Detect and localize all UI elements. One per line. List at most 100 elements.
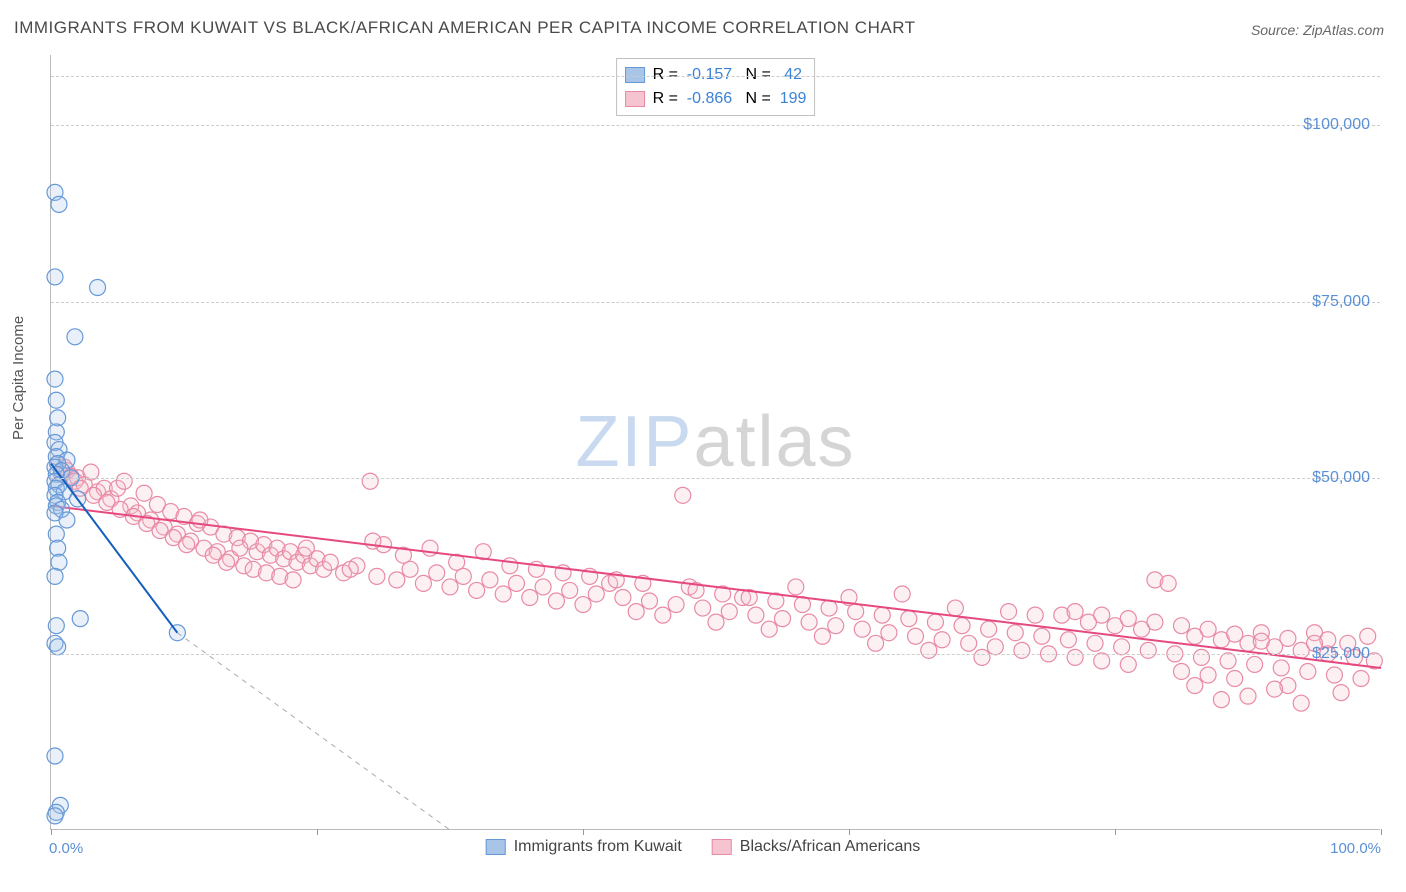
legend-item: Immigrants from Kuwait: [486, 838, 682, 856]
scatter-point: [1227, 626, 1243, 642]
scatter-point: [1174, 618, 1190, 634]
scatter-point: [1240, 688, 1256, 704]
scatter-point: [1147, 614, 1163, 630]
scatter-point: [981, 621, 997, 637]
scatter-point: [442, 579, 458, 595]
gridline: [51, 76, 1380, 77]
scatter-point: [668, 597, 684, 613]
scatter-point: [901, 611, 917, 627]
scatter-point: [522, 590, 538, 606]
legend-label: Immigrants from Kuwait: [514, 838, 682, 856]
scatter-point: [761, 621, 777, 637]
scatter-point: [1200, 667, 1216, 683]
scatter-point: [1034, 628, 1050, 644]
scatter-point: [588, 586, 604, 602]
x-tick-label: 100.0%: [1330, 840, 1381, 857]
chart-title: IMMIGRANTS FROM KUWAIT VS BLACK/AFRICAN …: [14, 18, 916, 38]
scatter-point: [322, 554, 338, 570]
scatter-point: [47, 371, 63, 387]
legend-swatch: [625, 67, 645, 83]
scatter-point: [961, 635, 977, 651]
source-attribution: Source: ZipAtlas.com: [1251, 22, 1384, 38]
scatter-point: [881, 625, 897, 641]
scatter-point: [628, 604, 644, 620]
scatter-point: [1067, 649, 1083, 665]
scatter-point: [1213, 692, 1229, 708]
gridline: [51, 302, 1380, 303]
scatter-point: [1293, 695, 1309, 711]
scatter-point: [695, 600, 711, 616]
scatter-point: [1227, 671, 1243, 687]
scatter-point: [179, 537, 195, 553]
scatter-point: [874, 607, 890, 623]
y-tick-label: $50,000: [1312, 469, 1370, 487]
scatter-point: [788, 579, 804, 595]
scatter-point: [1120, 656, 1136, 672]
scatter-point: [72, 611, 88, 627]
scatter-point: [232, 540, 248, 556]
scatter-point: [987, 639, 1003, 655]
scatter-point: [47, 568, 63, 584]
x-tick: [51, 829, 52, 835]
scatter-point: [1120, 611, 1136, 627]
scatter-point: [775, 611, 791, 627]
scatter-point: [908, 628, 924, 644]
scatter-point: [1001, 604, 1017, 620]
x-tick: [583, 829, 584, 835]
legend-stat-text: R = -0.866 N = 199: [653, 87, 807, 111]
scatter-point: [821, 600, 837, 616]
legend-swatch: [486, 839, 506, 855]
scatter-point: [615, 590, 631, 606]
scatter-point: [1187, 678, 1203, 694]
scatter-point: [1160, 575, 1176, 591]
scatter-point: [136, 485, 152, 501]
scatter-point: [921, 642, 937, 658]
scatter-point: [429, 565, 445, 581]
scatter-point: [854, 621, 870, 637]
scatter-point: [1027, 607, 1043, 623]
scatter-point: [1114, 639, 1130, 655]
y-tick-label: $25,000: [1312, 645, 1370, 663]
scatter-point: [675, 487, 691, 503]
correlation-legend: R = -0.157 N = 42R = -0.866 N = 199: [616, 58, 816, 116]
gridline: [51, 654, 1380, 655]
legend-label: Blacks/African Americans: [740, 838, 921, 856]
scatter-point: [389, 572, 405, 588]
scatter-point: [90, 280, 106, 296]
scatter-point: [59, 512, 75, 528]
scatter-point: [814, 628, 830, 644]
x-tick: [1115, 829, 1116, 835]
scatter-point: [1140, 642, 1156, 658]
scatter-point: [575, 597, 591, 613]
scatter-point: [369, 568, 385, 584]
scatter-point: [1360, 628, 1376, 644]
scatter-point: [219, 554, 235, 570]
scatter-point: [50, 639, 66, 655]
y-axis-label: Per Capita Income: [10, 316, 27, 440]
scatter-point: [1273, 660, 1289, 676]
scatter-point: [116, 473, 132, 489]
scatter-point: [934, 632, 950, 648]
scatter-point: [848, 604, 864, 620]
scatter-point: [482, 572, 498, 588]
scatter-point: [828, 618, 844, 634]
scatter-point: [1353, 671, 1369, 687]
scatter-point: [1014, 642, 1030, 658]
scatter-point: [51, 554, 67, 570]
scatter-point: [509, 575, 525, 591]
scatter-point: [469, 582, 485, 598]
scatter-point: [1300, 663, 1316, 679]
scatter-point: [548, 593, 564, 609]
legend-item: Blacks/African Americans: [712, 838, 921, 856]
chart-plot-area: ZIPatlas R = -0.157 N = 42R = -0.866 N =…: [50, 55, 1380, 830]
scatter-point: [48, 618, 64, 634]
scatter-point: [535, 579, 551, 595]
scatter-point: [954, 618, 970, 634]
trend-line-extrapolated: [177, 633, 450, 830]
scatter-point: [47, 748, 63, 764]
scatter-point: [415, 575, 431, 591]
scatter-point: [894, 586, 910, 602]
scatter-point: [48, 392, 64, 408]
x-tick: [1381, 829, 1382, 835]
scatter-point: [1247, 656, 1263, 672]
